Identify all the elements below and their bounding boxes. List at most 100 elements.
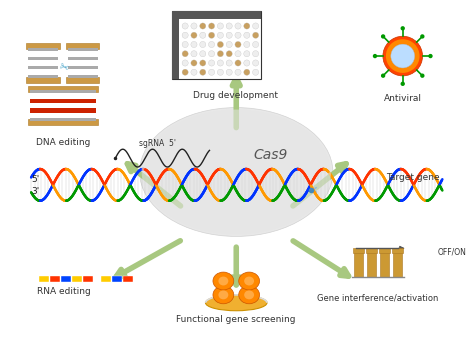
Bar xyxy=(68,66,98,69)
Ellipse shape xyxy=(213,286,234,304)
Circle shape xyxy=(217,69,223,75)
Text: Antiviral: Antiviral xyxy=(384,94,422,103)
Bar xyxy=(28,75,58,78)
Bar xyxy=(30,118,96,121)
Bar xyxy=(379,248,390,253)
Bar xyxy=(30,90,96,93)
Circle shape xyxy=(244,32,250,38)
Circle shape xyxy=(253,23,259,29)
Text: RNA editing: RNA editing xyxy=(37,287,91,296)
Ellipse shape xyxy=(142,110,331,234)
Ellipse shape xyxy=(206,295,267,311)
Circle shape xyxy=(253,51,259,57)
Text: Target gene: Target gene xyxy=(386,173,439,182)
Bar xyxy=(66,43,100,49)
Circle shape xyxy=(191,60,197,66)
Circle shape xyxy=(191,41,197,47)
Circle shape xyxy=(383,36,422,76)
Circle shape xyxy=(244,51,250,57)
Circle shape xyxy=(182,51,188,57)
Bar xyxy=(26,43,60,49)
Circle shape xyxy=(200,41,206,47)
Circle shape xyxy=(217,51,223,57)
Circle shape xyxy=(182,41,188,47)
Circle shape xyxy=(235,51,241,57)
Text: 3': 3' xyxy=(31,187,39,196)
Ellipse shape xyxy=(244,277,254,286)
Circle shape xyxy=(209,23,215,29)
Circle shape xyxy=(386,39,419,73)
Circle shape xyxy=(391,44,415,68)
Circle shape xyxy=(182,23,188,29)
Circle shape xyxy=(182,69,188,75)
Circle shape xyxy=(226,23,232,29)
Circle shape xyxy=(381,34,385,39)
Circle shape xyxy=(253,69,259,75)
Ellipse shape xyxy=(219,277,228,286)
Circle shape xyxy=(217,41,223,47)
Bar xyxy=(172,11,261,19)
Circle shape xyxy=(182,32,188,38)
Circle shape xyxy=(253,32,259,38)
Bar xyxy=(172,11,261,79)
Ellipse shape xyxy=(213,272,234,290)
Bar xyxy=(26,77,60,83)
Bar xyxy=(30,98,96,104)
Circle shape xyxy=(209,51,215,57)
Circle shape xyxy=(200,23,206,29)
Circle shape xyxy=(209,32,215,38)
Circle shape xyxy=(226,51,232,57)
Text: Cas9: Cas9 xyxy=(254,148,288,162)
Text: 5': 5' xyxy=(31,175,39,184)
Bar xyxy=(392,248,403,253)
Circle shape xyxy=(226,41,232,47)
Bar xyxy=(72,276,82,282)
Bar xyxy=(50,276,60,282)
Bar xyxy=(123,276,133,282)
Bar xyxy=(28,119,98,126)
Text: OFF/ON: OFF/ON xyxy=(438,248,466,257)
Circle shape xyxy=(226,60,232,66)
Circle shape xyxy=(209,41,215,47)
Circle shape xyxy=(200,60,206,66)
Circle shape xyxy=(235,32,241,38)
Circle shape xyxy=(191,51,197,57)
Bar xyxy=(28,66,58,69)
Circle shape xyxy=(209,60,215,66)
Circle shape xyxy=(209,69,215,75)
Circle shape xyxy=(191,69,197,75)
Circle shape xyxy=(217,32,223,38)
Circle shape xyxy=(217,60,223,66)
Ellipse shape xyxy=(239,286,260,304)
Bar xyxy=(367,251,376,277)
Bar xyxy=(172,11,179,79)
Bar xyxy=(366,248,377,253)
Bar xyxy=(68,75,98,78)
Circle shape xyxy=(420,34,425,39)
Circle shape xyxy=(401,82,405,86)
Text: Gene interference/activation: Gene interference/activation xyxy=(317,294,438,303)
Circle shape xyxy=(200,69,206,75)
Circle shape xyxy=(226,69,232,75)
Circle shape xyxy=(244,69,250,75)
Text: Functional gene screening: Functional gene screening xyxy=(176,315,296,324)
Ellipse shape xyxy=(219,290,228,299)
Ellipse shape xyxy=(244,290,254,299)
Text: DNA editing: DNA editing xyxy=(36,138,90,147)
Circle shape xyxy=(217,23,223,29)
Bar xyxy=(66,77,100,83)
Circle shape xyxy=(244,41,250,47)
Bar xyxy=(28,57,58,60)
Text: ✂: ✂ xyxy=(58,62,70,74)
Bar xyxy=(68,57,98,60)
Circle shape xyxy=(244,60,250,66)
Circle shape xyxy=(200,51,206,57)
Circle shape xyxy=(253,60,259,66)
Bar xyxy=(380,251,389,277)
Circle shape xyxy=(428,54,433,58)
Bar xyxy=(82,276,92,282)
Bar xyxy=(61,276,71,282)
Circle shape xyxy=(226,32,232,38)
Ellipse shape xyxy=(140,108,333,236)
Bar xyxy=(112,276,122,282)
